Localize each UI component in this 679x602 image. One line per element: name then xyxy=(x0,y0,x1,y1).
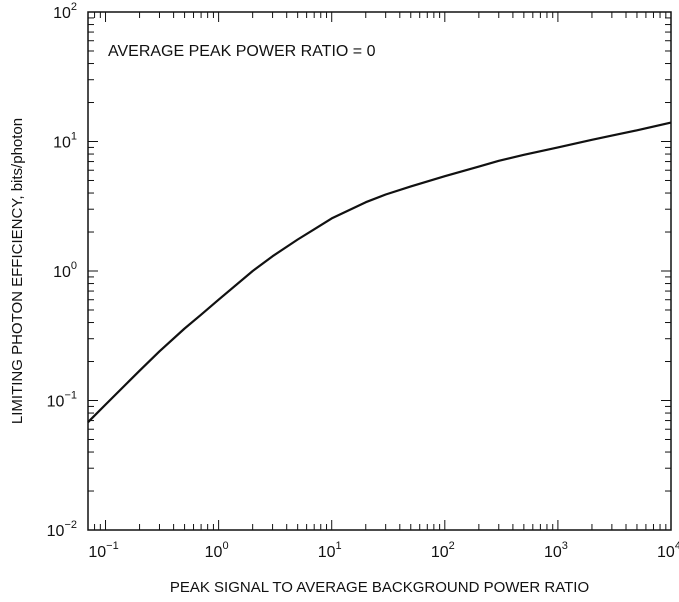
series-line xyxy=(87,121,672,423)
x-tick-label: 104 xyxy=(657,540,679,561)
x-axis-title: PEAK SIGNAL TO AVERAGE BACKGROUND POWER … xyxy=(170,579,589,596)
y-tick-label: 10−1 xyxy=(47,390,77,411)
y-tick-label: 100 xyxy=(53,260,77,281)
x-tick-label: 102 xyxy=(431,540,455,561)
y-tick-label: 10−2 xyxy=(47,519,77,540)
x-tick-label: 100 xyxy=(205,540,229,561)
y-axis-title: LIMITING PHOTON EFFICIENCY, bits/photon xyxy=(9,118,26,424)
series-group xyxy=(87,121,672,423)
axis-ticks xyxy=(87,11,672,531)
x-tick-label: 101 xyxy=(318,540,342,561)
plot-frame xyxy=(87,11,672,531)
y-tick-labels: 10−2 10−1 100 101 102 xyxy=(47,1,77,540)
y-tick-label: 102 xyxy=(53,1,77,22)
x-tick-label: 103 xyxy=(544,540,568,561)
annotation-text: AVERAGE PEAK POWER RATIO = 0 xyxy=(108,43,376,60)
y-tick-label: 101 xyxy=(53,131,77,152)
x-tick-label: 10−1 xyxy=(88,540,118,561)
x-tick-labels: 10−1 100 101 102 103 104 xyxy=(88,540,679,561)
